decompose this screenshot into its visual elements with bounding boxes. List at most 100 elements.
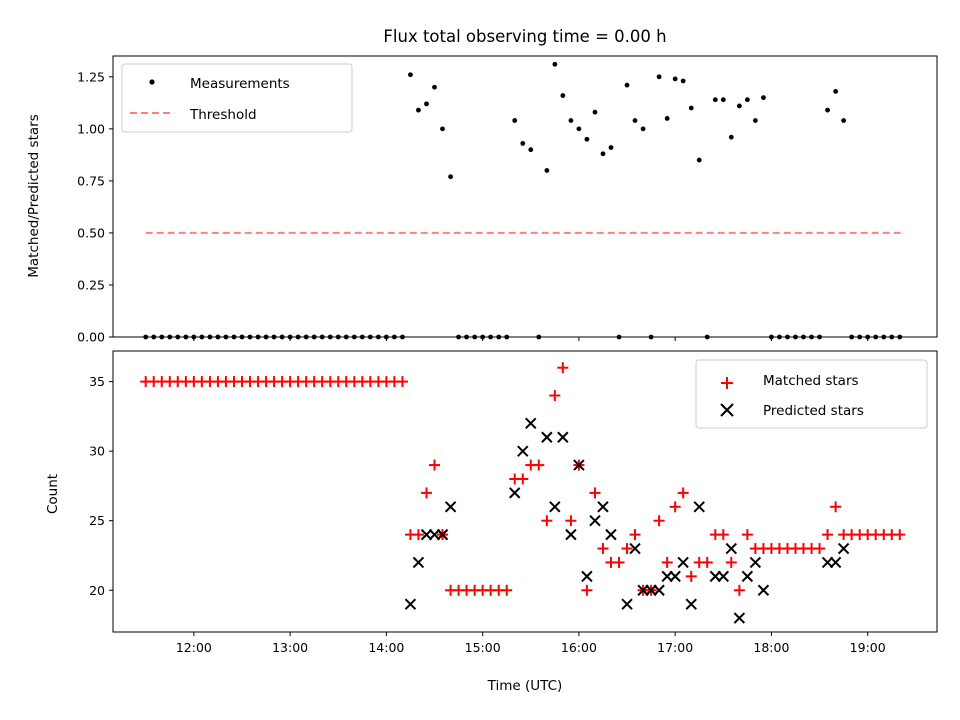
predicted-star-point <box>517 445 529 457</box>
x-tick-label: 13:00 <box>272 640 308 655</box>
matched-star-point <box>822 529 834 541</box>
measurement-point <box>640 126 646 132</box>
top-y-tick-label: 0.00 <box>77 330 105 345</box>
predicted-star-point <box>677 556 689 569</box>
measurement-point <box>841 118 847 123</box>
top-legend-box <box>121 63 353 133</box>
measurement-point <box>696 157 702 163</box>
bottom-x-ticks: 12:00 13:00 14:00 15:00 16:00 17:00 18:00 19:00 <box>176 632 886 655</box>
top-axes-frame <box>112 55 938 338</box>
measurement-point <box>432 84 437 90</box>
x-tick-label: 17:00 <box>657 640 693 655</box>
predicted-star-point <box>829 556 842 569</box>
top-y-tick-label: 0.25 <box>77 277 105 292</box>
bottom-y-axis-label: Count <box>45 474 61 514</box>
measurement-point <box>600 151 606 157</box>
matched-star-point <box>814 543 826 555</box>
bottom-y-tick-label: 30 <box>89 444 105 459</box>
matched-star-point <box>733 584 745 596</box>
matched-star-point <box>653 515 665 527</box>
predicted-star-point <box>669 570 681 583</box>
measurement-point <box>728 134 734 140</box>
measurement-point <box>512 118 518 123</box>
bottom-legend-box <box>695 359 928 429</box>
measurement-point <box>833 88 839 94</box>
predicted-star-point <box>629 542 641 555</box>
bottom-y-tick-label: 20 <box>89 583 105 598</box>
predicted-star-point <box>725 542 737 555</box>
top-y-axis-label: Matched/Predicted stars <box>26 114 42 277</box>
matched-star-point <box>421 487 433 499</box>
predicted-star-point <box>549 501 561 513</box>
matched-star-point <box>701 556 713 568</box>
matched-star-point <box>396 376 408 388</box>
measurement-point <box>624 82 630 88</box>
chart-title: Flux total observing time = 0.00 h <box>383 27 666 46</box>
bottom-y-ticks: 20 25 30 35 <box>89 374 113 598</box>
measurement-point <box>592 109 598 115</box>
predicted-star-point <box>541 431 553 443</box>
measurement-point <box>576 126 582 132</box>
matched-star-point <box>725 556 737 568</box>
bottom-legend: Matched stars Predicted stars <box>695 359 928 429</box>
matched-star-point <box>717 529 729 541</box>
measurement-point <box>448 174 453 180</box>
matched-star-point <box>557 362 569 374</box>
bottom-panel: Count Time (UTC) 20 25 30 35 12:00 13:00 14:0… <box>45 350 938 694</box>
predicted-star-point <box>525 417 537 430</box>
matched-star-point <box>685 570 697 582</box>
measurement-point <box>552 61 558 67</box>
matched-star-point <box>669 501 681 513</box>
predicted-star-point <box>717 570 730 583</box>
matched-star-point <box>501 584 513 596</box>
measurement-point <box>568 118 574 123</box>
measurement-point <box>584 136 590 142</box>
predicted-star-point <box>573 459 585 471</box>
predicted-star-point <box>444 501 457 513</box>
predicted-star-point <box>685 598 697 610</box>
predicted-star-point <box>581 570 593 583</box>
matched-star-point <box>894 529 906 541</box>
measurement-point <box>736 103 742 109</box>
predicted-star-point <box>693 501 705 513</box>
matched-star-point <box>565 515 577 527</box>
bottom-y-tick-label: 35 <box>89 374 105 389</box>
predicted-star-point <box>741 570 754 583</box>
x-tick-label: 14:00 <box>368 640 404 655</box>
top-y-tick-label: 0.75 <box>77 173 105 188</box>
legend-measurements-label: Measurements <box>190 76 290 92</box>
measurement-point <box>408 72 413 78</box>
measurement-point <box>424 101 429 107</box>
measurement-point <box>520 141 526 146</box>
matched-star-point <box>589 487 601 499</box>
x-axis-label: Time (UTC) <box>487 678 563 694</box>
matched-star-point <box>581 584 593 596</box>
measurement-point <box>560 93 566 98</box>
legend-threshold-label: Threshold <box>189 107 257 123</box>
matched-star-point <box>533 459 545 471</box>
measurement-point <box>608 145 614 150</box>
predicted-star-point <box>565 528 577 541</box>
measurement-point <box>744 97 750 103</box>
predicted-star-point <box>821 556 834 569</box>
predicted-star-point <box>653 584 665 596</box>
measurement-point <box>528 147 534 153</box>
x-tick-label: 19:00 <box>850 640 886 655</box>
legend-predicted-label: Predicted stars <box>763 403 864 419</box>
matched-star-point <box>429 459 441 471</box>
measurement-point <box>656 74 662 80</box>
predicted-star-point <box>508 487 521 499</box>
matched-star-point <box>741 529 753 541</box>
matched-star-point <box>621 543 633 555</box>
x-tick-label: 18:00 <box>753 640 789 655</box>
predicted-star-point <box>733 612 746 624</box>
measurement-point <box>752 118 758 123</box>
measurement-point <box>688 105 694 111</box>
bottom-y-tick-label: 25 <box>89 513 105 528</box>
matched-star-point <box>541 515 553 527</box>
legend-matched-marker <box>721 377 733 389</box>
predicted-star-point <box>749 556 762 569</box>
matched-star-point <box>412 529 424 541</box>
matched-star-point <box>661 556 673 568</box>
